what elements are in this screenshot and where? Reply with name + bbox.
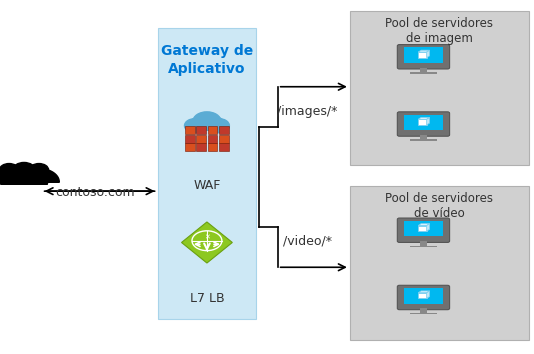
FancyBboxPatch shape — [404, 288, 443, 304]
Polygon shape — [1, 168, 48, 184]
FancyBboxPatch shape — [404, 115, 443, 130]
Text: /video/*: /video/* — [282, 234, 332, 247]
Text: ✕: ✕ — [204, 235, 210, 240]
Circle shape — [193, 112, 221, 130]
FancyBboxPatch shape — [410, 246, 437, 247]
FancyBboxPatch shape — [158, 28, 256, 319]
FancyBboxPatch shape — [418, 225, 427, 231]
FancyBboxPatch shape — [350, 11, 529, 165]
Circle shape — [203, 116, 224, 131]
Polygon shape — [418, 224, 429, 225]
FancyBboxPatch shape — [186, 121, 229, 129]
Polygon shape — [427, 50, 429, 58]
FancyBboxPatch shape — [410, 139, 437, 141]
FancyBboxPatch shape — [197, 135, 206, 143]
Circle shape — [208, 119, 230, 133]
FancyBboxPatch shape — [404, 47, 443, 63]
Polygon shape — [418, 118, 429, 119]
FancyBboxPatch shape — [418, 293, 427, 298]
FancyBboxPatch shape — [197, 143, 206, 151]
Circle shape — [191, 116, 213, 131]
Text: /images/*: /images/* — [277, 105, 337, 118]
Polygon shape — [19, 169, 59, 182]
Text: Pool de servidores
de imagem: Pool de servidores de imagem — [385, 17, 493, 45]
FancyBboxPatch shape — [420, 68, 427, 72]
FancyBboxPatch shape — [410, 313, 437, 314]
Circle shape — [185, 119, 206, 133]
FancyBboxPatch shape — [219, 135, 229, 143]
Polygon shape — [427, 118, 429, 125]
Text: WAF: WAF — [193, 179, 221, 192]
FancyBboxPatch shape — [350, 186, 529, 340]
FancyBboxPatch shape — [208, 143, 217, 151]
Polygon shape — [182, 222, 232, 263]
Text: Gateway de
Aplicativo: Gateway de Aplicativo — [161, 44, 253, 75]
FancyBboxPatch shape — [197, 126, 206, 134]
FancyBboxPatch shape — [404, 221, 443, 236]
FancyBboxPatch shape — [185, 143, 195, 151]
Circle shape — [29, 164, 49, 176]
Text: contoso.com: contoso.com — [55, 187, 135, 199]
Text: L7 LB: L7 LB — [190, 292, 224, 305]
FancyBboxPatch shape — [418, 119, 427, 125]
FancyBboxPatch shape — [219, 143, 229, 151]
Text: Pool de servidores
de vídeo: Pool de servidores de vídeo — [385, 192, 493, 220]
FancyBboxPatch shape — [397, 45, 450, 69]
FancyBboxPatch shape — [418, 52, 427, 58]
FancyBboxPatch shape — [420, 241, 427, 246]
FancyBboxPatch shape — [185, 135, 195, 143]
Circle shape — [0, 164, 19, 176]
FancyBboxPatch shape — [208, 126, 217, 134]
FancyBboxPatch shape — [208, 135, 217, 143]
FancyBboxPatch shape — [397, 285, 450, 310]
Polygon shape — [427, 291, 429, 298]
Polygon shape — [0, 169, 29, 182]
FancyBboxPatch shape — [420, 308, 427, 313]
FancyBboxPatch shape — [397, 112, 450, 136]
FancyBboxPatch shape — [420, 135, 427, 139]
Polygon shape — [418, 50, 429, 52]
FancyBboxPatch shape — [185, 126, 195, 134]
FancyBboxPatch shape — [397, 218, 450, 242]
Polygon shape — [427, 224, 429, 231]
Circle shape — [13, 162, 35, 177]
FancyBboxPatch shape — [410, 72, 437, 74]
FancyBboxPatch shape — [219, 126, 229, 134]
Polygon shape — [418, 291, 429, 293]
